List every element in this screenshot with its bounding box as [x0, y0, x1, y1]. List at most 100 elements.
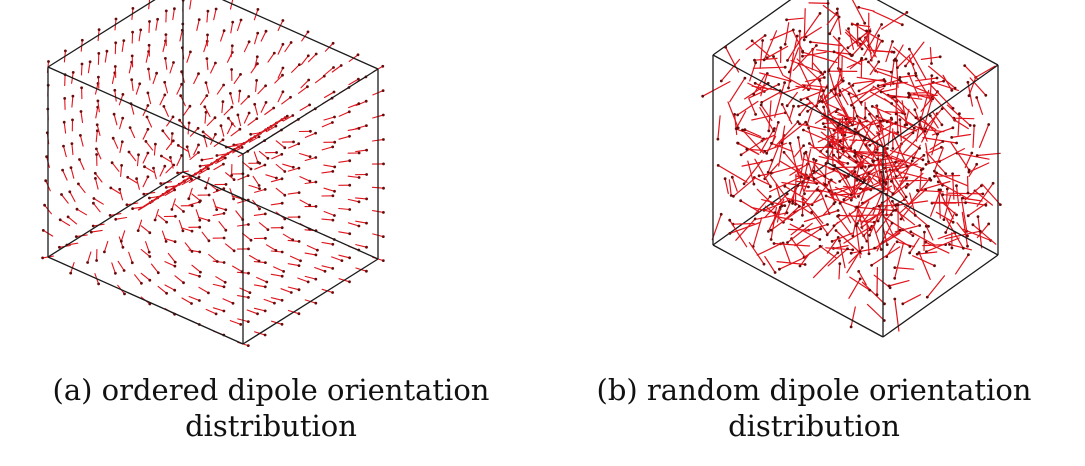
dipole-head — [105, 49, 109, 53]
dipole — [114, 89, 117, 102]
dipole-head — [207, 193, 211, 197]
dipole — [756, 212, 788, 220]
dipole — [947, 192, 984, 195]
dipole — [274, 74, 284, 84]
dipole-head — [762, 58, 766, 62]
dipole-head — [889, 70, 893, 74]
dipole — [199, 95, 208, 106]
dipole — [90, 229, 103, 233]
dipole-head — [842, 198, 846, 202]
dipole-head — [314, 156, 318, 159]
dipole — [868, 113, 880, 132]
dipole — [870, 91, 893, 105]
dipole-head — [221, 138, 225, 142]
cube-edge — [47, 0, 156, 68]
dipole — [720, 58, 741, 82]
dipole — [925, 159, 941, 165]
dipole — [347, 198, 360, 203]
dipole-head — [877, 204, 881, 208]
dipole — [871, 105, 892, 116]
dipole — [215, 157, 226, 165]
dipole-head — [280, 250, 284, 254]
dipole — [94, 177, 99, 190]
dipole-head — [893, 276, 897, 280]
dipole-head — [71, 118, 74, 122]
dipole — [299, 176, 311, 182]
dipole-head — [752, 92, 756, 96]
dipole-head — [836, 209, 840, 212]
dipole-head — [178, 118, 182, 122]
dipole-head — [215, 208, 219, 212]
dipole-head — [382, 186, 385, 190]
dipole — [813, 169, 836, 180]
dipole-head — [257, 259, 261, 263]
dipole-head — [314, 52, 318, 56]
dipole-head — [274, 124, 278, 128]
dipole — [942, 202, 958, 216]
dipole-head — [230, 68, 234, 71]
dipole-head — [911, 131, 915, 135]
dipole-head — [248, 291, 252, 294]
dipole-head — [867, 164, 871, 168]
dipole — [140, 225, 151, 234]
dipole-head — [215, 188, 219, 192]
dipole — [214, 206, 227, 211]
dipole — [896, 149, 918, 171]
dipole-head — [224, 183, 228, 186]
dipole — [889, 149, 924, 161]
dipole-head — [198, 225, 202, 229]
dipole-head — [955, 141, 958, 145]
dipole — [803, 245, 823, 258]
dipole-head — [924, 240, 927, 244]
dipole — [774, 120, 799, 148]
panel-random: (b) random dipole orientation distributi… — [543, 0, 1085, 466]
dipole-head — [257, 184, 261, 187]
dipole-head — [802, 144, 805, 148]
dipole-head — [891, 199, 894, 203]
dipole — [297, 277, 309, 283]
dipole-head — [814, 159, 818, 162]
dipole-head — [780, 103, 784, 106]
dipole — [298, 86, 308, 94]
dipole-head — [955, 184, 958, 188]
dipole-head — [131, 207, 135, 211]
dipole — [145, 50, 150, 63]
dipole-head — [58, 218, 62, 222]
dipole-head — [227, 116, 230, 120]
dipole-head — [122, 39, 126, 42]
dipole-head — [787, 86, 790, 90]
dipole — [908, 92, 927, 94]
dipole — [775, 183, 783, 207]
dipole-head — [785, 192, 789, 196]
dipole — [731, 176, 738, 192]
dipole — [299, 152, 311, 158]
dipole-head — [800, 175, 803, 179]
dipole — [138, 29, 142, 42]
dipole-head — [41, 256, 44, 260]
dipole — [254, 188, 266, 193]
dipole-head — [981, 192, 985, 196]
dipole — [798, 63, 812, 90]
dipole — [198, 168, 209, 175]
dipole-head — [863, 21, 867, 25]
dipole-head — [45, 155, 48, 159]
dipole-head — [357, 176, 361, 179]
dipole-head — [247, 95, 251, 98]
dipole — [894, 44, 904, 60]
dipole-head — [306, 85, 309, 89]
dipole-head — [308, 179, 312, 183]
dipole — [232, 146, 243, 154]
dipole-head — [739, 199, 743, 203]
dipole-head — [787, 70, 791, 74]
dipole — [893, 46, 914, 65]
dipole-head — [837, 214, 841, 217]
dipole-head — [199, 199, 202, 203]
dipole-head — [103, 250, 106, 254]
dipole — [254, 164, 266, 170]
dipole-head — [763, 34, 767, 37]
dipole — [915, 117, 937, 131]
dipole — [62, 145, 67, 158]
dipole-head — [899, 217, 903, 221]
dipole-head — [908, 245, 912, 248]
dipole — [895, 82, 898, 115]
